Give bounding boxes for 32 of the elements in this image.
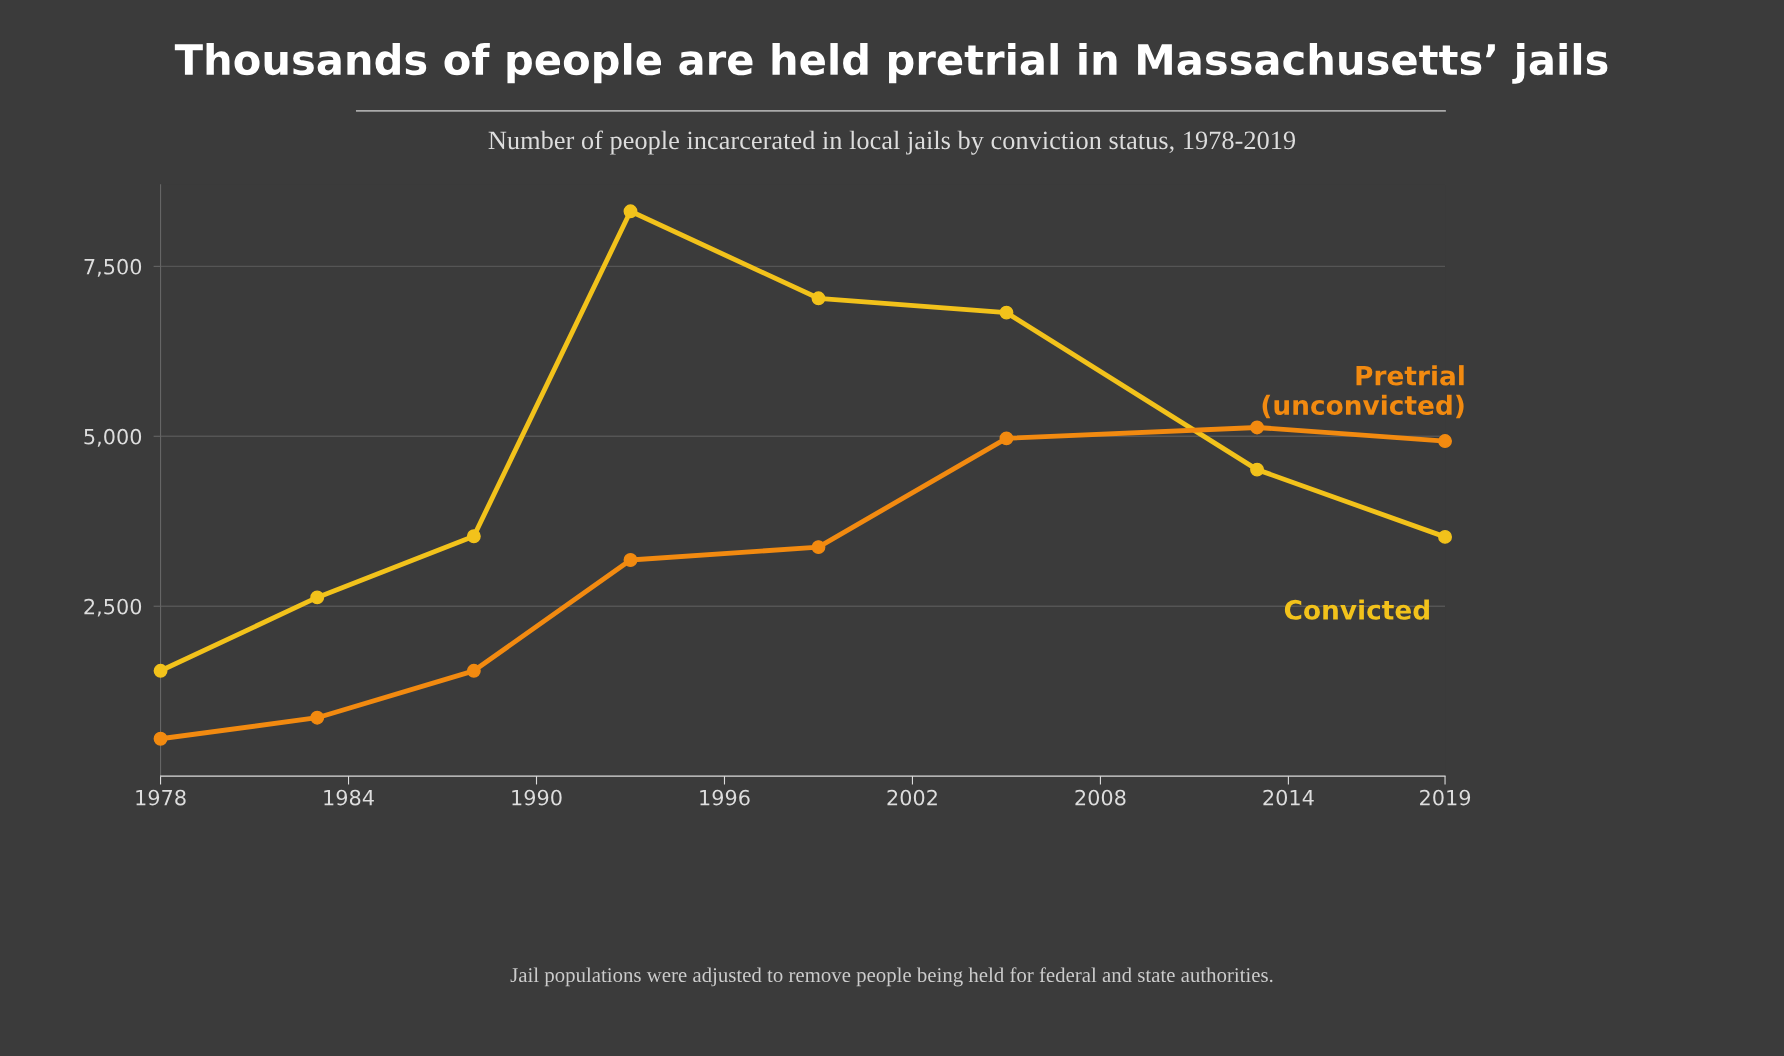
point: [623, 553, 638, 567]
series-label: Pretrial (unconvicted): [1262, 365, 1464, 419]
y-tick-label: 5,000: [84, 428, 142, 447]
x-tick-label: 1984: [324, 789, 374, 806]
point: [153, 663, 168, 678]
y-tick-label: 7,500: [84, 258, 142, 277]
x-tick-label: 2008: [1075, 789, 1126, 806]
point: [153, 731, 168, 746]
x-tick-label: 2019: [1420, 789, 1471, 806]
point: [1438, 529, 1452, 544]
text: Convicted: [1284, 599, 1429, 620]
x-tick-label: 1978: [136, 789, 186, 806]
text: Jail populations were adjusted to remove people being held for federal and state authorities.: [510, 967, 1273, 987]
point: [1438, 434, 1452, 449]
point: [466, 529, 481, 544]
point: [466, 663, 481, 678]
point: [811, 540, 826, 555]
point: [999, 305, 1014, 320]
x-tick-label: 2002: [887, 789, 937, 806]
point: [811, 291, 826, 306]
chart-subtitle: Number of people incarcerated in local jails by conviction status, 1978-2019: [488, 130, 1296, 155]
x-tick-label: 1990: [512, 789, 562, 806]
point: [999, 431, 1014, 446]
point: [1250, 420, 1265, 435]
chart-title: Thousands of people are held pretrial in Massachusetts’ jails: [174, 43, 1608, 84]
point: [1250, 462, 1265, 477]
point: [310, 710, 325, 725]
y-tick-label: 2,500: [84, 598, 142, 617]
x-tick-label: 1996: [700, 789, 750, 806]
x-tick-label: 2014: [1263, 789, 1314, 806]
point: [623, 204, 638, 219]
point: [310, 590, 325, 605]
